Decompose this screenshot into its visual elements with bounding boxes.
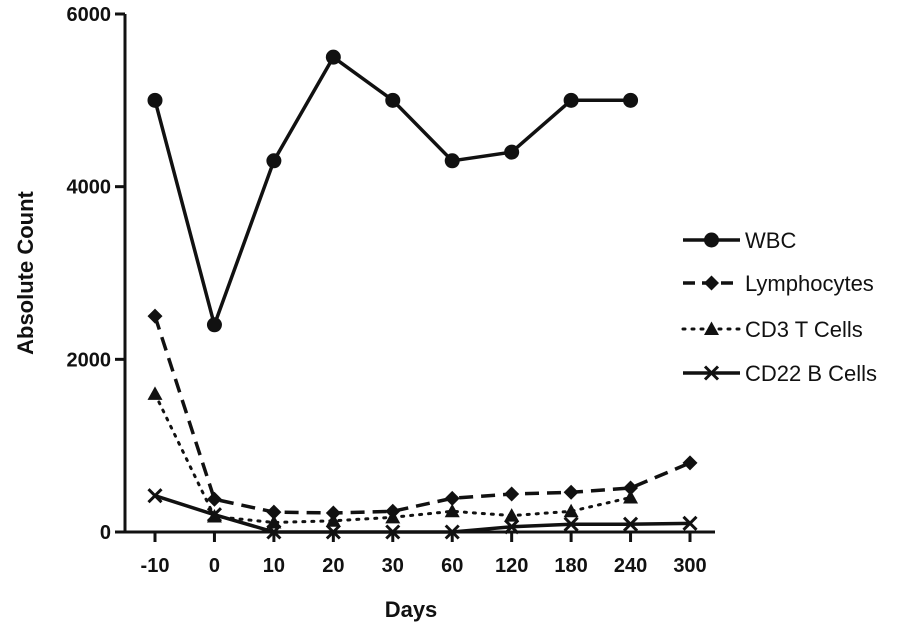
legend-label-cd22-b-cells: CD22 B Cells (745, 361, 877, 386)
x-tick-label: 20 (322, 555, 344, 577)
x-tick-label: 0 (209, 555, 220, 577)
data-point-cd22-b-cells (504, 519, 520, 535)
legend-label-lymphocytes: Lymphocytes (745, 271, 874, 296)
data-point-cd22-b-cells (444, 524, 460, 540)
data-point-cd3-t-cells (266, 515, 282, 529)
x-tick-label: -10 (141, 555, 170, 577)
data-point-lymphocytes (623, 480, 639, 496)
legend-marker-wbc (704, 232, 719, 248)
data-point-cd3-t-cells (444, 503, 460, 518)
data-point-cd22-b-cells (682, 515, 698, 531)
data-point-lymphocytes (266, 504, 282, 520)
data-point-cd22-b-cells (147, 488, 163, 504)
data-point-wbc (385, 92, 401, 108)
data-point-lymphocytes (504, 486, 520, 502)
data-point-cd22-b-cells (385, 524, 401, 540)
data-point-wbc (206, 317, 222, 333)
data-point-cd3-t-cells (504, 508, 520, 522)
data-point-lymphocytes (147, 308, 163, 324)
legend-label-wbc: WBC (745, 228, 796, 253)
x-tick-label: 30 (382, 555, 404, 577)
legend-marker-cd3-t-cells (704, 321, 719, 335)
y-tick-label: 0 (100, 522, 111, 544)
data-point-cd3-t-cells (563, 503, 579, 518)
data-point-cd3-t-cells (623, 489, 639, 504)
x-tick-label: 300 (673, 555, 706, 577)
series-wbc (147, 49, 639, 333)
legend: WBC Lymphocytes CD3 T Cells CD22 B Cells (681, 228, 877, 386)
y-axis-title: Absolute Count (13, 190, 38, 354)
x-tick-label: 10 (263, 555, 285, 577)
data-point-wbc (444, 153, 460, 169)
legend-item-cd3-t-cells: CD3 T Cells (681, 317, 863, 342)
data-point-lymphocytes (325, 505, 341, 521)
series-layer (147, 49, 698, 540)
data-point-cd3-t-cells (206, 508, 222, 523)
x-tick-label: 120 (495, 555, 528, 577)
legend-marker-lymphocytes (704, 275, 719, 291)
legend-label-cd3-t-cells: CD3 T Cells (745, 317, 863, 342)
x-tick-label: 180 (554, 555, 587, 577)
legend-item-wbc: WBC (683, 228, 796, 253)
data-point-lymphocytes (563, 484, 579, 500)
y-tick-label: 2000 (67, 349, 112, 371)
x-axis-title: Days (385, 597, 438, 622)
data-point-lymphocytes (444, 490, 460, 506)
data-point-cd22-b-cells (563, 516, 579, 532)
data-point-lymphocytes (206, 491, 222, 507)
axes: 0 2000 4000 6000 -10 0 10 20 30 60 120 180 240 300 (67, 4, 715, 577)
series-lymphocytes (147, 308, 698, 521)
data-point-wbc (147, 92, 163, 108)
data-point-wbc (623, 92, 639, 108)
x-tick-label: 60 (441, 555, 463, 577)
legend-item-cd22-b-cells: CD22 B Cells (683, 361, 877, 386)
x-tick-label: 240 (614, 555, 647, 577)
data-point-lymphocytes (385, 503, 401, 519)
series-line-lymphocytes (153, 315, 691, 515)
data-point-wbc (325, 49, 341, 65)
legend-marker-cd22-b-cells (703, 365, 720, 381)
y-tick-label: 4000 (67, 177, 112, 199)
data-point-wbc (563, 92, 579, 108)
data-point-cd3-t-cells (147, 386, 163, 400)
data-point-lymphocytes (682, 455, 698, 471)
series-line-cd22-b-cells (154, 494, 691, 534)
y-tick-label: 6000 (67, 4, 112, 26)
data-point-cd22-b-cells (622, 516, 639, 532)
legend-item-lymphocytes: Lymphocytes (683, 271, 874, 296)
data-point-wbc (504, 144, 520, 160)
data-point-wbc (266, 153, 282, 169)
data-point-cd22-b-cells (325, 524, 341, 540)
